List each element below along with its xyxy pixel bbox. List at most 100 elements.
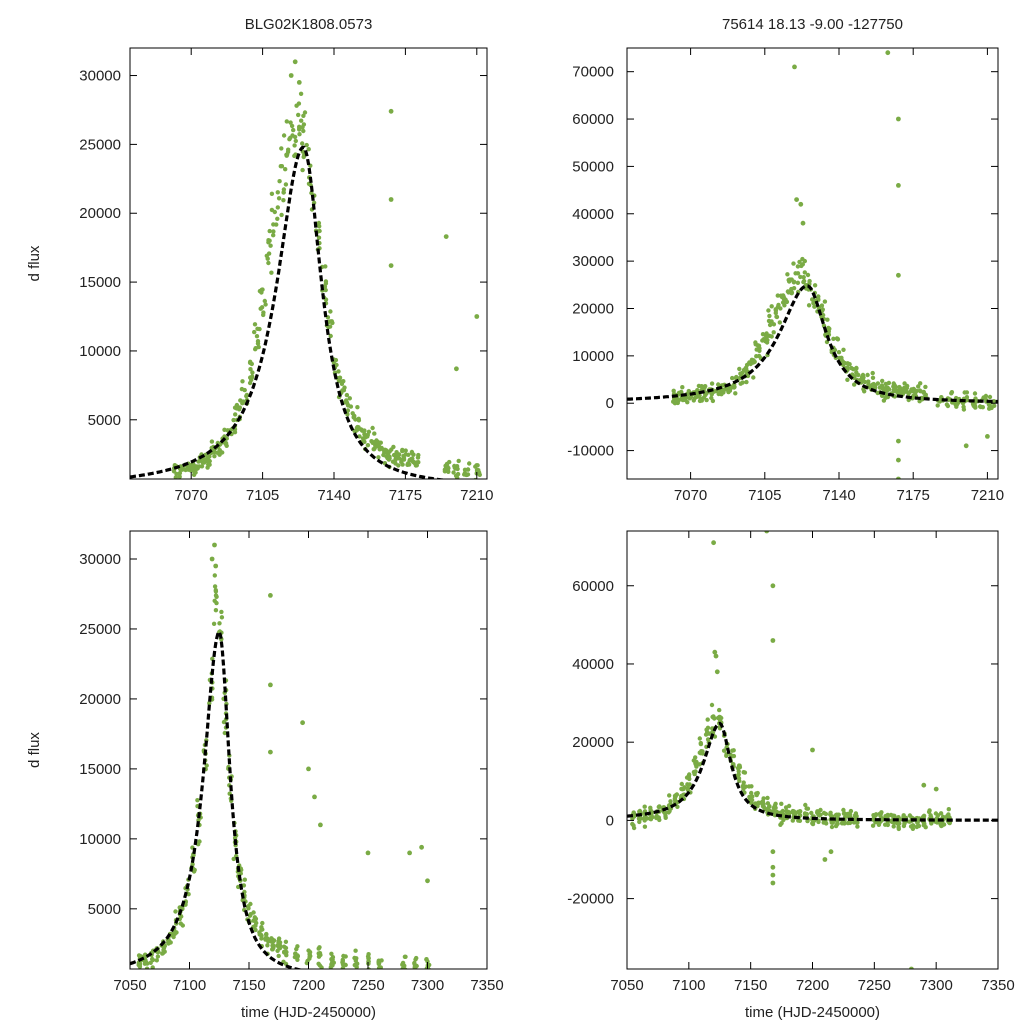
data-point <box>277 179 282 184</box>
data-point <box>406 452 411 457</box>
outlier-point <box>770 880 776 886</box>
data-point <box>292 134 298 140</box>
data-point <box>820 307 825 312</box>
data-point <box>401 455 407 461</box>
data-point <box>258 306 263 311</box>
data-point <box>219 615 225 620</box>
data-point <box>261 310 266 315</box>
data-point <box>667 809 672 814</box>
data-point <box>803 802 808 808</box>
x-tick-label: 7105 <box>748 487 781 504</box>
data-point <box>254 334 260 339</box>
y-tick-label: 50000 <box>572 158 614 175</box>
data-point <box>137 964 143 969</box>
x-tick-label: 7300 <box>411 977 444 994</box>
data-point <box>307 950 313 955</box>
data-point <box>680 385 685 390</box>
outlier-point <box>896 272 901 278</box>
data-point <box>255 326 260 331</box>
data-point <box>870 823 876 828</box>
data-point <box>743 365 748 371</box>
data-point <box>769 304 774 309</box>
x-tick-label: 7200 <box>292 977 325 994</box>
data-point <box>308 953 313 959</box>
data-point <box>910 823 916 828</box>
x-tick-label: 7350 <box>470 977 503 994</box>
data-point <box>771 330 776 335</box>
y-tick-label: 0 <box>606 812 614 829</box>
data-point <box>288 120 293 125</box>
outlier-point <box>921 782 927 788</box>
data-point <box>241 883 247 888</box>
data-point <box>275 190 280 195</box>
data-point <box>244 393 249 399</box>
chart-title: 75614 18.13 -9.00 -127750 <box>722 16 903 33</box>
data-point <box>353 417 358 422</box>
data-point <box>257 932 262 937</box>
data-point <box>705 730 710 736</box>
data-point <box>295 954 300 959</box>
data-point <box>323 279 329 284</box>
x-tick-label: 7250 <box>858 977 891 994</box>
data-point <box>374 444 379 449</box>
data-point <box>760 801 765 807</box>
data-point <box>987 403 992 408</box>
data-point <box>260 920 265 926</box>
data-point <box>309 190 314 196</box>
data-point <box>834 812 839 817</box>
data-point <box>870 370 875 376</box>
data-point <box>268 243 273 248</box>
x-tick-label: 7350 <box>981 977 1014 994</box>
data-point <box>340 388 345 393</box>
data-point <box>209 439 215 444</box>
data-point <box>416 968 418 969</box>
data-point <box>196 459 201 464</box>
data-point <box>778 293 784 298</box>
data-point <box>362 428 367 433</box>
data-point <box>727 388 733 393</box>
data-point <box>296 112 301 118</box>
data-point <box>851 367 856 372</box>
data-point <box>326 324 331 330</box>
data-point <box>238 871 243 876</box>
outlier-point <box>454 366 459 372</box>
data-point <box>452 463 457 469</box>
data-point <box>455 466 460 472</box>
y-tick-label: 20000 <box>79 691 121 708</box>
data-point <box>823 811 829 817</box>
data-point <box>756 343 762 348</box>
data-point <box>715 715 721 721</box>
data-point <box>747 360 752 366</box>
outlier-point <box>300 720 305 726</box>
data-point <box>222 434 227 439</box>
data-point <box>195 798 200 803</box>
data-point <box>778 822 783 827</box>
data-point <box>416 460 421 465</box>
data-point <box>173 909 178 914</box>
data-point <box>776 302 781 308</box>
data-point <box>839 821 845 826</box>
y-tick-label: 15000 <box>79 761 121 778</box>
data-point <box>370 425 375 431</box>
outlier-point <box>764 531 770 534</box>
data-point <box>736 763 742 768</box>
data-point <box>881 398 887 403</box>
outlier-point <box>209 556 215 562</box>
data-point <box>231 417 236 423</box>
y-tick-label: 20000 <box>572 300 614 317</box>
data-point <box>266 238 271 243</box>
data-point <box>797 818 803 823</box>
data-point <box>197 464 202 469</box>
data-point <box>926 809 932 815</box>
outlier-point <box>770 638 776 643</box>
data-point <box>769 334 774 339</box>
data-point <box>154 958 159 963</box>
outlier-point <box>288 73 294 78</box>
data-point <box>685 786 691 791</box>
data-point <box>427 962 432 968</box>
data-point <box>687 782 692 787</box>
data-point <box>816 819 821 825</box>
data-point <box>705 717 710 722</box>
data-point <box>772 810 777 816</box>
data-point <box>693 759 698 764</box>
